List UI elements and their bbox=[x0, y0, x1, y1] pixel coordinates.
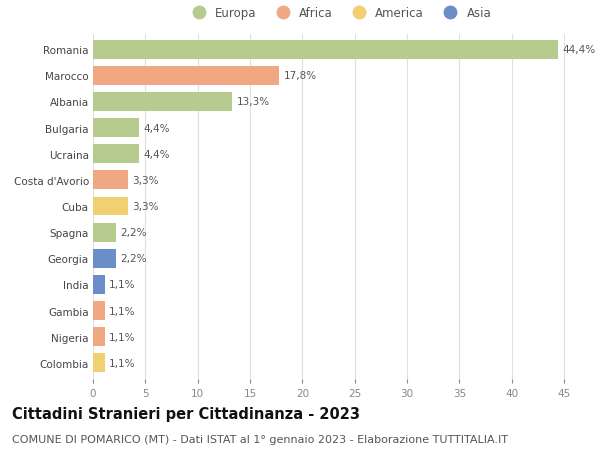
Text: 4,4%: 4,4% bbox=[143, 123, 170, 133]
Text: 13,3%: 13,3% bbox=[236, 97, 269, 107]
Bar bbox=[93, 93, 232, 112]
Bar bbox=[93, 275, 104, 294]
Bar bbox=[93, 145, 139, 164]
Bar bbox=[93, 41, 558, 60]
Text: 3,3%: 3,3% bbox=[132, 175, 158, 185]
Bar bbox=[93, 302, 104, 320]
Bar bbox=[93, 223, 116, 242]
Bar bbox=[93, 119, 139, 138]
Text: 4,4%: 4,4% bbox=[143, 149, 170, 159]
Text: 44,4%: 44,4% bbox=[562, 45, 595, 55]
Text: 1,1%: 1,1% bbox=[109, 332, 135, 342]
Bar bbox=[93, 67, 280, 85]
Bar bbox=[93, 249, 116, 268]
Text: 2,2%: 2,2% bbox=[120, 228, 147, 238]
Text: 1,1%: 1,1% bbox=[109, 358, 135, 368]
Bar bbox=[93, 171, 128, 190]
Bar bbox=[93, 353, 104, 372]
Text: 3,3%: 3,3% bbox=[132, 202, 158, 212]
Text: 2,2%: 2,2% bbox=[120, 254, 147, 264]
Text: 1,1%: 1,1% bbox=[109, 306, 135, 316]
Text: 1,1%: 1,1% bbox=[109, 280, 135, 290]
Text: 17,8%: 17,8% bbox=[284, 71, 317, 81]
Bar bbox=[93, 328, 104, 347]
Text: Cittadini Stranieri per Cittadinanza - 2023: Cittadini Stranieri per Cittadinanza - 2… bbox=[12, 406, 360, 421]
Text: COMUNE DI POMARICO (MT) - Dati ISTAT al 1° gennaio 2023 - Elaborazione TUTTITALI: COMUNE DI POMARICO (MT) - Dati ISTAT al … bbox=[12, 434, 508, 444]
Legend: Europa, Africa, America, Asia: Europa, Africa, America, Asia bbox=[182, 3, 496, 25]
Bar bbox=[93, 197, 128, 216]
